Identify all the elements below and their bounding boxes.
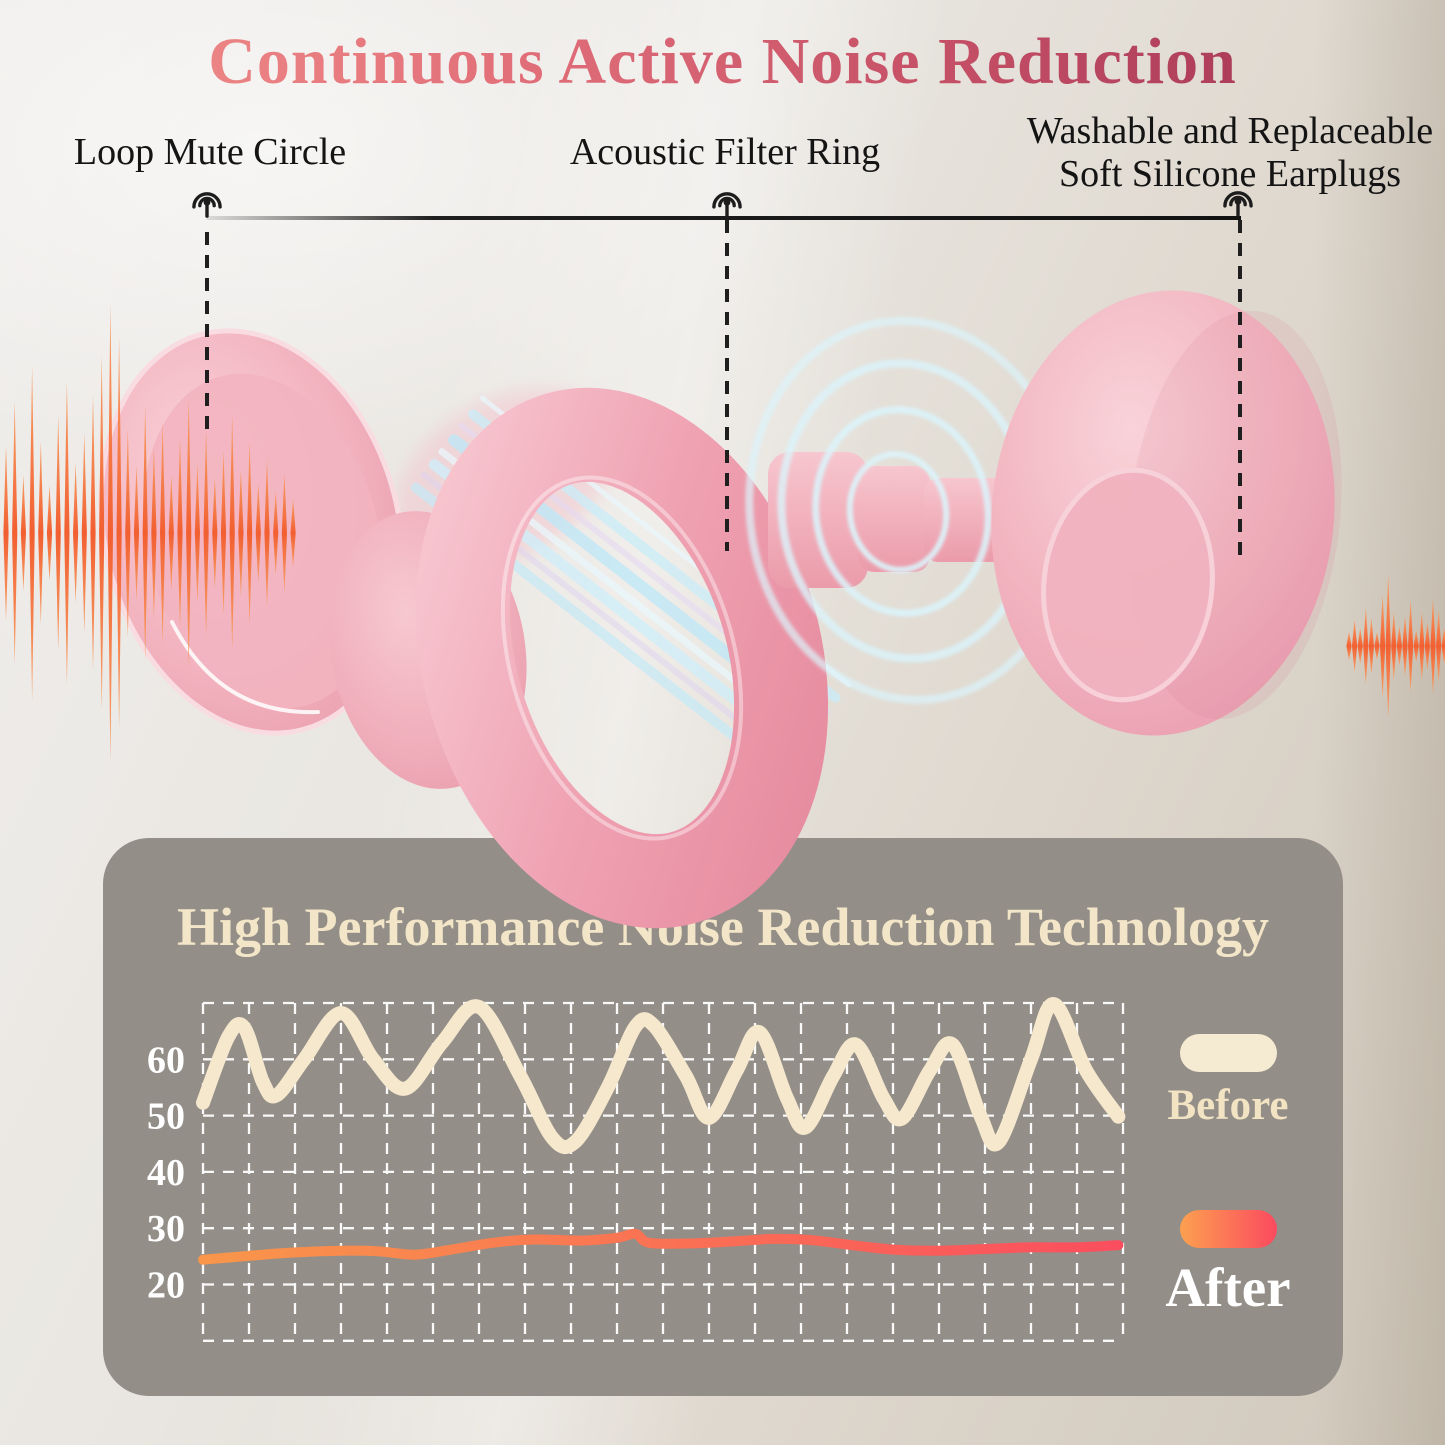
svg-text:20: 20 [147,1265,185,1307]
broadcast-point-icon [1223,191,1253,217]
callout-text-line2: Soft Silicone Earplugs [1059,152,1401,195]
noise-reduction-panel: High Performance Noise Reduction Technol… [103,838,1343,1396]
broadcast-point-icon [712,192,742,218]
callout-label-acoustic-filter-ring: Acoustic Filter Ring [540,131,910,174]
chart-y-axis-labels: 60 50 40 30 20 [147,1039,185,1306]
broadcast-point-icon [192,192,222,218]
legend-before-label: Before [1167,1082,1289,1129]
callout-dashed-line-left [205,232,209,438]
legend-before-swatch [1179,1034,1277,1072]
legend-before: Before [1158,1034,1298,1130]
callout-connector-line [207,216,1241,220]
callout-label-loop-mute-circle: Loop Mute Circle [55,131,365,174]
callout-text: Acoustic Filter Ring [569,131,881,173]
callout-dashed-line-center [725,220,729,551]
svg-text:30: 30 [147,1208,185,1250]
callout-text-line1: Washable and Replaceable [1026,110,1434,152]
callout-label-silicone-earplugs: Washable and Replaceable Soft Silicone E… [1010,110,1445,195]
callout-dashed-line-right [1238,220,1242,557]
legend-after-swatch [1179,1210,1277,1248]
svg-text:50: 50 [147,1096,185,1138]
svg-text:40: 40 [147,1152,185,1194]
svg-text:60: 60 [147,1039,185,1081]
chart-gridlines [201,1001,1125,1342]
legend-after-label: After [1165,1257,1291,1318]
noise-level-chart: 60 50 40 30 20 [147,997,1126,1342]
callout-text: Loop Mute Circle [73,131,347,173]
chart-series-lines [196,997,1126,1265]
page-title: Continuous Active Noise Reduction [0,24,1445,100]
legend-after: After [1158,1210,1298,1319]
